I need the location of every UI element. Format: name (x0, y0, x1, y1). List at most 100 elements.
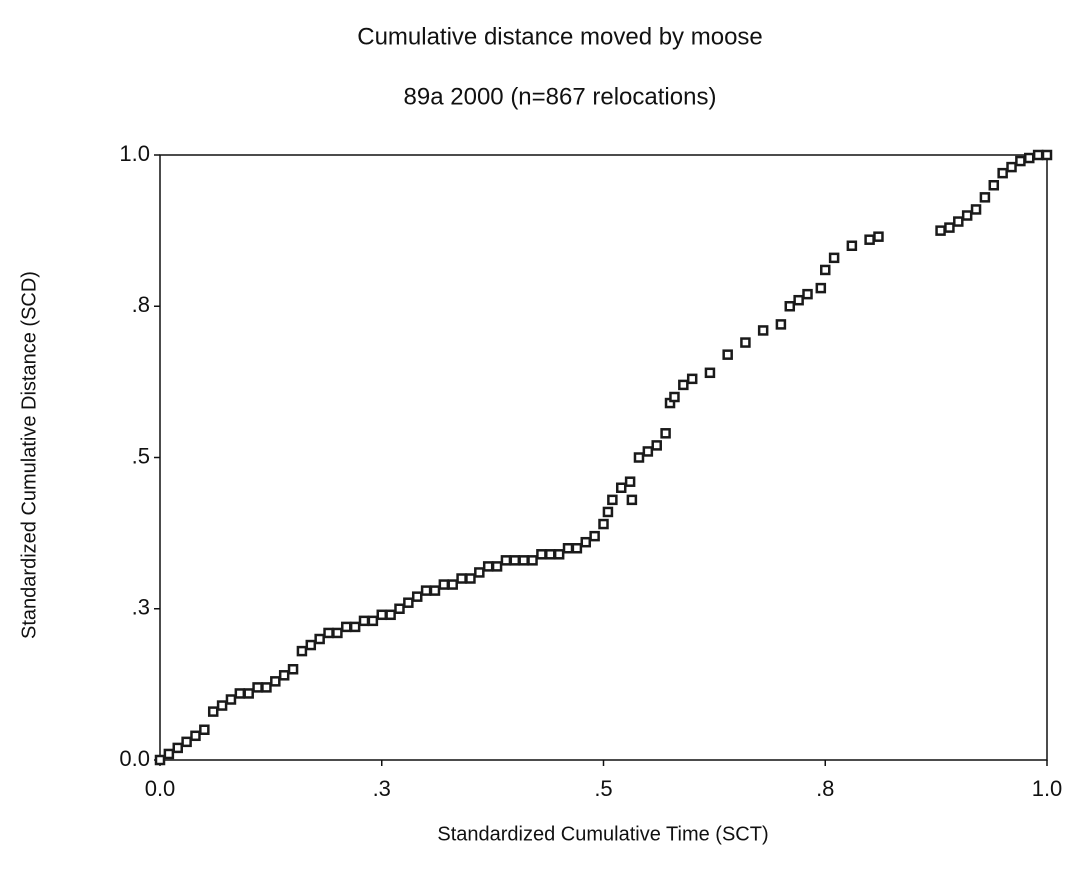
point (775, 319, 787, 330)
point (602, 506, 614, 518)
point (447, 579, 458, 590)
point (1006, 161, 1017, 173)
point (642, 446, 654, 457)
point (784, 301, 796, 312)
point (961, 210, 973, 221)
point (207, 706, 219, 717)
point (225, 694, 237, 705)
point (190, 730, 201, 742)
point (997, 167, 1008, 179)
point (474, 567, 485, 578)
point (1041, 149, 1053, 161)
y-tick-label: .3 (132, 595, 150, 620)
point (314, 633, 325, 645)
point (500, 555, 512, 566)
point (367, 615, 379, 627)
point (553, 549, 565, 560)
point (722, 349, 733, 360)
x-tick-label: .8 (816, 776, 834, 801)
point (287, 664, 299, 675)
point (660, 428, 671, 439)
point (163, 748, 175, 760)
point (820, 264, 831, 276)
point (482, 561, 494, 572)
point (420, 585, 432, 596)
point (651, 440, 662, 451)
point (491, 561, 503, 572)
point (873, 231, 884, 242)
point (403, 597, 414, 608)
point (704, 367, 716, 379)
point (305, 639, 317, 651)
point (216, 700, 228, 711)
point (438, 579, 450, 590)
point (332, 627, 343, 639)
point (278, 670, 290, 681)
point (323, 627, 334, 639)
point (261, 682, 272, 693)
point (411, 591, 423, 602)
y-tick-label: 1.0 (119, 141, 150, 166)
point (296, 645, 308, 657)
y-axis-label: Standardized Cumulative Distance (SCD) (18, 271, 40, 639)
point (988, 180, 1000, 191)
point (607, 494, 618, 506)
point (199, 724, 210, 735)
point (349, 621, 361, 633)
point (394, 603, 405, 614)
x-tick-label: 1.0 (1032, 776, 1063, 801)
point (509, 555, 521, 566)
point (793, 294, 804, 306)
x-tick-label: .5 (594, 776, 612, 801)
y-tick-label: 0.0 (119, 746, 150, 771)
point (953, 216, 964, 227)
point (678, 379, 689, 391)
point (669, 391, 680, 403)
point (252, 682, 263, 693)
point (429, 585, 441, 596)
point (545, 549, 556, 560)
point (944, 222, 955, 233)
y-tick-label: .8 (132, 292, 150, 317)
point (571, 543, 583, 554)
point (1015, 155, 1026, 167)
point (456, 573, 467, 584)
point (181, 736, 192, 748)
point (536, 549, 547, 560)
point (154, 754, 166, 766)
point (757, 325, 769, 336)
x-tick-label: 0.0 (145, 776, 176, 801)
point (1024, 152, 1035, 164)
x-tick-label: .3 (373, 776, 391, 801)
point (385, 609, 396, 621)
point (562, 543, 574, 554)
point (802, 288, 813, 300)
point (270, 676, 281, 687)
point (864, 234, 875, 245)
point (846, 240, 858, 251)
chart-subtitle: 89a 2000 (n=867 relocations) (404, 83, 717, 110)
point (243, 688, 254, 699)
point (615, 482, 627, 493)
point (580, 536, 592, 548)
point (626, 494, 638, 506)
point (589, 530, 600, 542)
point (465, 573, 476, 584)
x-axis-label: Standardized Cumulative Time (SCT) (437, 823, 768, 845)
point (815, 282, 827, 294)
point (341, 621, 352, 633)
point (376, 609, 387, 621)
point (740, 337, 751, 348)
point (234, 688, 246, 699)
point (358, 615, 370, 627)
point (633, 452, 645, 463)
point (598, 518, 609, 530)
point (970, 204, 982, 215)
point (828, 252, 840, 264)
point (1032, 149, 1044, 161)
point (979, 192, 991, 203)
y-tick-label: .5 (132, 443, 150, 468)
point (935, 225, 946, 236)
point (518, 555, 529, 566)
